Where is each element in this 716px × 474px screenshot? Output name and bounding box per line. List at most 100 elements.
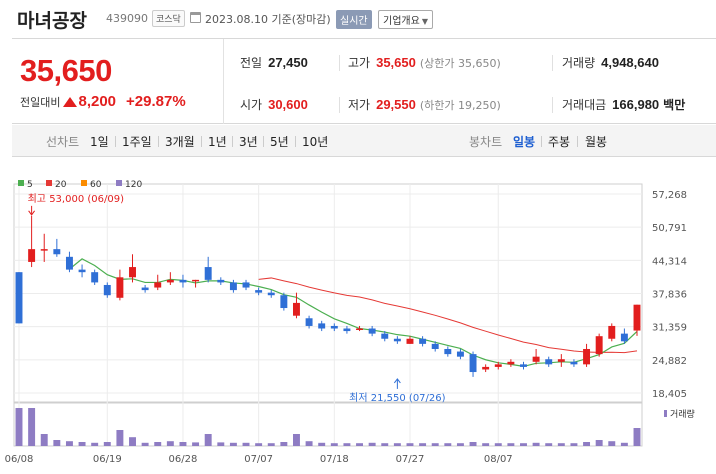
- volume-legend-swatch: [664, 410, 667, 417]
- stat-amount-unit: 백만: [663, 98, 686, 112]
- volume-bar: [91, 442, 99, 446]
- legend-label: 60: [90, 180, 102, 190]
- divider: [158, 136, 159, 147]
- volume-bar: [557, 443, 565, 446]
- candle-body: [217, 279, 225, 283]
- y-tick-label: 44,314: [652, 256, 687, 267]
- change-value: 8,200: [78, 93, 117, 110]
- x-tick-label: 08/07: [484, 454, 513, 465]
- candle-body: [204, 267, 212, 280]
- volume-bar: [129, 437, 136, 446]
- tab-1week[interactable]: 1주일: [122, 135, 152, 149]
- stock-name: 마녀공장: [17, 10, 87, 32]
- candle-body: [456, 351, 464, 357]
- candle-body: [192, 279, 200, 282]
- volume-bar: [293, 434, 300, 446]
- x-tick-label: 06/19: [93, 454, 122, 465]
- volume-bar: [192, 442, 200, 446]
- divider: [295, 136, 296, 147]
- candle-body: [129, 267, 136, 278]
- volume-bar: [116, 430, 124, 446]
- candle-body: [431, 343, 439, 349]
- candle-body: [65, 256, 73, 270]
- stat-volume-value: 4,948,640: [601, 55, 659, 70]
- volume-bar: [583, 442, 591, 446]
- line-chart-label: 선차트: [46, 135, 80, 149]
- tab-daily[interactable]: 일봉: [513, 135, 536, 149]
- realtime-button[interactable]: 실시간: [336, 10, 372, 29]
- volume-bar: [318, 442, 326, 446]
- base-date: 2023.08.10 기준(장마감): [205, 13, 331, 26]
- tab-3month[interactable]: 3개월: [165, 135, 195, 149]
- y-tick-label: 24,882: [652, 356, 687, 367]
- volume-bar: [444, 443, 452, 446]
- stat-amount-label: 거래대금: [562, 98, 607, 112]
- x-tick-label: 07/07: [244, 454, 273, 465]
- volume-bar: [507, 443, 515, 446]
- divider: [552, 55, 553, 71]
- candle-body: [393, 338, 401, 342]
- candle-body: [280, 295, 288, 309]
- volume-frame: [13, 401, 643, 447]
- tab-10year[interactable]: 10년: [302, 135, 329, 149]
- volume-bar: [633, 428, 641, 446]
- tab-3year[interactable]: 3년: [239, 135, 258, 149]
- volume-bar: [305, 441, 313, 446]
- divider: [263, 136, 264, 147]
- legend-swatch: [116, 180, 122, 186]
- volume-bar: [482, 443, 490, 446]
- stat-open-value: 30,600: [268, 97, 308, 112]
- candle-body: [469, 354, 477, 373]
- candle-body: [620, 333, 628, 342]
- y-tick-label: 31,359: [652, 323, 687, 334]
- volume-label: 거래량: [670, 408, 695, 420]
- volume-bar: [406, 443, 414, 446]
- stat-volume: 거래량 4,948,640: [562, 54, 659, 71]
- volume-bar: [356, 443, 363, 446]
- volume-bar: [15, 408, 23, 446]
- volume-bar: [456, 443, 464, 446]
- volume-bar: [53, 440, 61, 446]
- candle-body: [318, 323, 326, 329]
- stat-low: 저가 29,550 (하한가 19,250): [348, 96, 501, 113]
- ma5-line: [69, 258, 638, 368]
- tab-1day[interactable]: 1일: [90, 135, 109, 149]
- volume-bar: [179, 442, 187, 446]
- stat-open: 시가 30,600: [240, 96, 308, 113]
- candle-body: [15, 272, 23, 324]
- candlestick-chart[interactable]: 57,268 50,791 44,314 37,836 31,359 24,882 18,4…: [0, 170, 716, 474]
- price-summary: 35,650 전일대비 8,200 +29.87% 전일 27,450 고가 35,…: [12, 38, 716, 124]
- ma20-line: [258, 277, 638, 354]
- divider: [339, 97, 340, 113]
- candle-body: [242, 282, 250, 288]
- volume-bar: [40, 434, 48, 446]
- volume-bar: [545, 443, 553, 446]
- candle-body: [293, 302, 300, 316]
- price-chart[interactable]: 57,268 50,791 44,314 37,836 31,359 24,882 18,4…: [0, 170, 716, 474]
- volume-bar: [532, 442, 540, 446]
- tab-5year[interactable]: 5년: [270, 135, 289, 149]
- company-info-select-label: 기업개요: [383, 16, 420, 27]
- legend-label: 5: [27, 180, 33, 190]
- candle-body: [255, 290, 263, 293]
- tab-weekly[interactable]: 주봉: [548, 135, 571, 149]
- candle-body: [406, 338, 414, 344]
- candle-body: [141, 287, 149, 291]
- candle-body: [595, 336, 603, 355]
- tab-1year[interactable]: 1년: [208, 135, 227, 149]
- volume-bar: [494, 443, 502, 446]
- candle-body: [570, 361, 578, 365]
- legend-swatch: [81, 180, 87, 186]
- candle-body: [583, 348, 591, 365]
- tab-monthly[interactable]: 월봉: [585, 135, 608, 149]
- change-percent: +29.87%: [126, 93, 186, 110]
- high-arrow-head: [28, 210, 36, 216]
- candle-body: [557, 359, 565, 362]
- low-arrow-head: [393, 378, 401, 384]
- company-info-select[interactable]: 기업개요 ▼: [378, 10, 433, 29]
- volume-bar: [166, 441, 174, 446]
- x-tick-label: 07/18: [320, 454, 349, 465]
- divider: [115, 136, 116, 147]
- y-tick-label: 57,268: [652, 190, 687, 201]
- upper-limit: (상한가 35,650): [419, 57, 501, 70]
